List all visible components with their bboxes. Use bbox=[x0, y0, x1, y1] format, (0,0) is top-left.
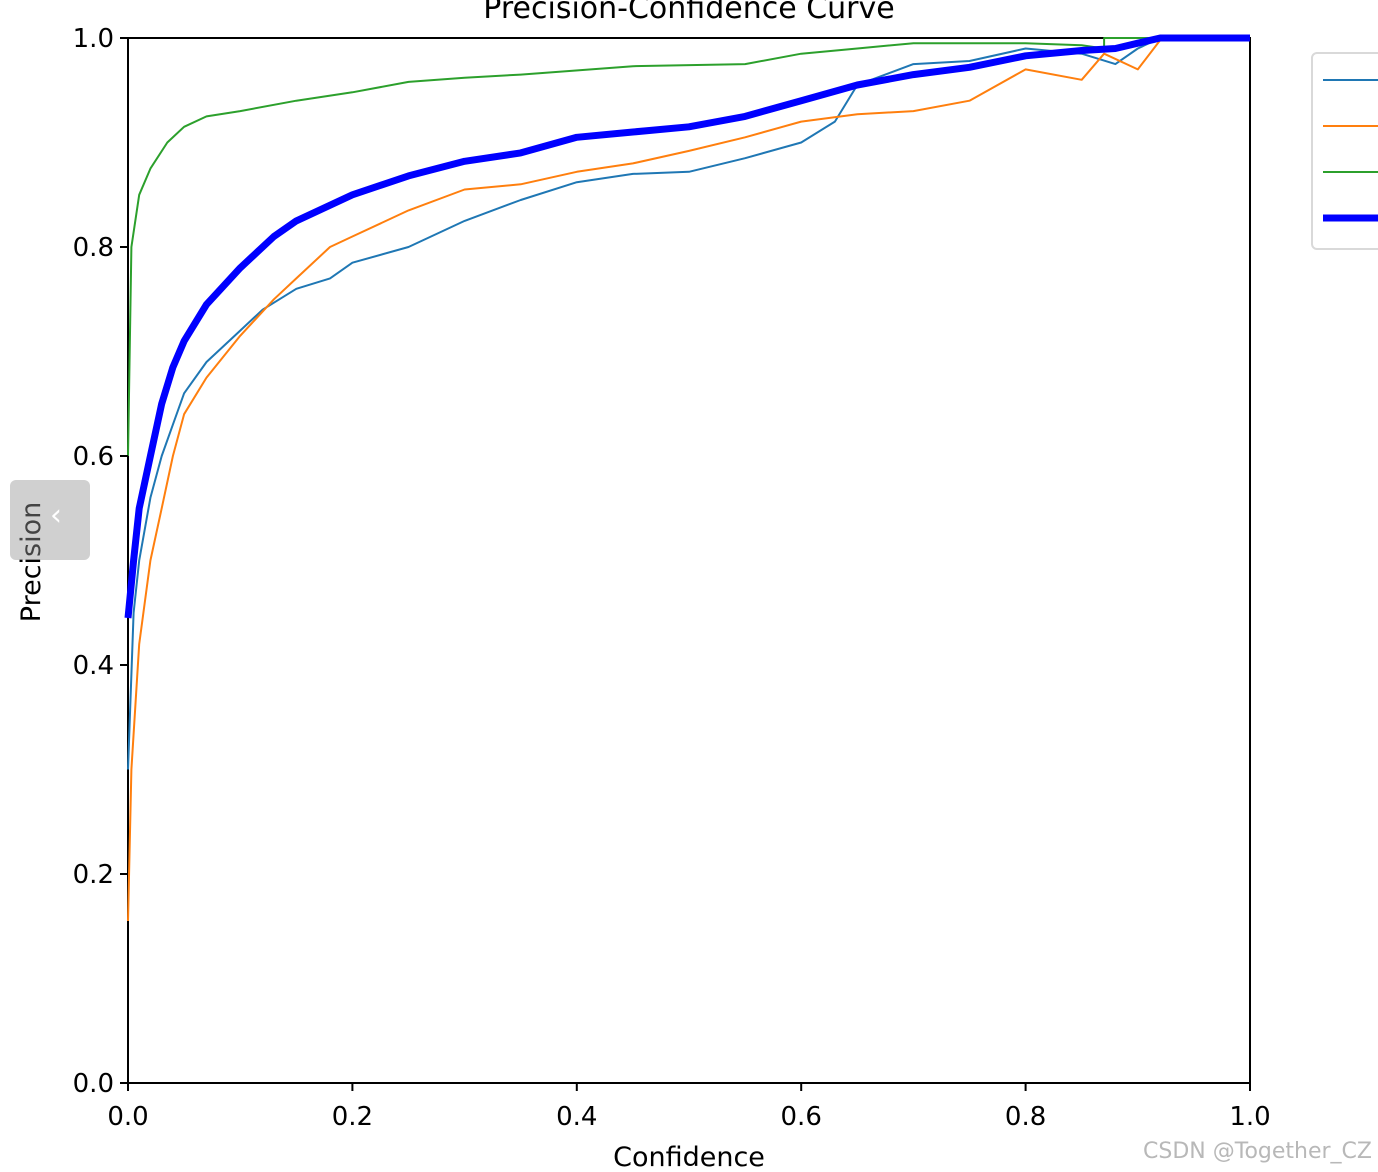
chevron-left-icon: ‹ bbox=[50, 498, 62, 533]
series-line-4 bbox=[124, 34, 1250, 619]
x-tick-label: 0.2 bbox=[332, 1102, 373, 1132]
x-tick-label: 1.0 bbox=[1229, 1102, 1270, 1132]
y-tick-label: 0.2 bbox=[73, 860, 114, 890]
chart-title: Precision-Confidence Curve bbox=[483, 0, 894, 26]
x-tick-label: 0.8 bbox=[1005, 1102, 1046, 1132]
series-line-2 bbox=[127, 37, 1251, 922]
y-tick-label: 0.8 bbox=[73, 233, 114, 263]
legend bbox=[1311, 52, 1378, 250]
y-axis-label: Precision bbox=[16, 502, 47, 622]
tick-layer: 0.0 0.2 0.4 0.6 0.8 1.0 0.0 0.2 0.4 0.6 0.8 1.0 bbox=[73, 24, 1271, 1132]
curve-layer bbox=[124, 34, 1251, 922]
legend-lines bbox=[1323, 79, 1378, 222]
x-tick-label: 0.6 bbox=[781, 1102, 822, 1132]
y-tick-label: 0.6 bbox=[73, 442, 114, 472]
watermark: CSDN @Together_CZ bbox=[1143, 1139, 1372, 1164]
x-axis-label: Confidence bbox=[613, 1142, 765, 1172]
series-line-1 bbox=[127, 37, 1250, 770]
series-line-3 bbox=[127, 37, 1250, 457]
x-tick-label: 0.4 bbox=[556, 1102, 597, 1132]
y-tick-label: 1.0 bbox=[73, 24, 114, 54]
scroll-left-button[interactable]: ‹ bbox=[10, 480, 90, 560]
x-tick-label: 0.0 bbox=[107, 1102, 148, 1132]
y-tick-label: 0.4 bbox=[73, 651, 114, 681]
y-tick-label: 0.0 bbox=[73, 1069, 114, 1099]
plot-frame bbox=[127, 37, 1251, 1084]
